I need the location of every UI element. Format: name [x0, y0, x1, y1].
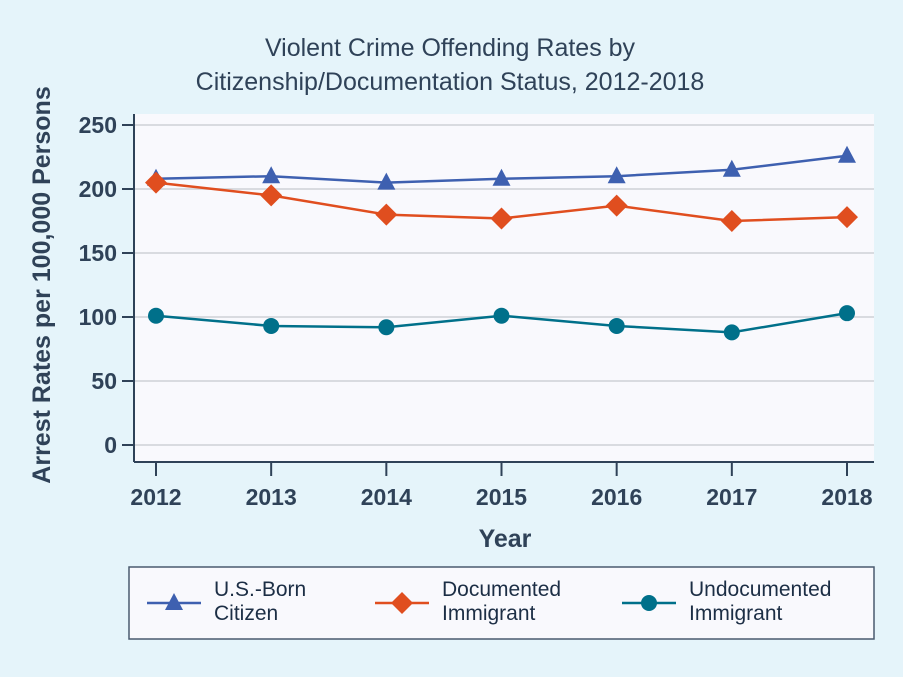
legend-marker-circle: [641, 595, 657, 611]
data-point-diamond: [260, 184, 283, 207]
data-point-circle: [608, 317, 625, 334]
x-tick-label: 2014: [361, 484, 412, 510]
data-point-diamond: [836, 206, 858, 229]
legend-label: Documented: [442, 578, 561, 601]
x-tick-label: 2016: [591, 484, 642, 510]
y-tick-label: 100: [79, 304, 117, 330]
data-point-circle: [378, 319, 395, 336]
y-axis-ticks: 0 50 100 150 200 250: [79, 112, 134, 458]
x-tick-label: 2012: [130, 484, 181, 510]
legend-marker-triangle: [165, 593, 183, 610]
data-point-circle: [839, 305, 855, 322]
data-point-circle: [723, 324, 740, 341]
data-point-diamond: [145, 171, 167, 194]
y-tick-label: 200: [79, 176, 117, 202]
x-tick-label: 2015: [476, 484, 527, 510]
y-tick-label: 0: [104, 432, 117, 458]
chart-title-line-1: Violent Crime Offending Rates by: [265, 34, 636, 62]
plot-area: [134, 114, 874, 462]
axes: [133, 114, 874, 463]
chart-title: Violent Crime Offending Rates by Citizen…: [196, 34, 705, 96]
y-tick-label: 50: [91, 368, 117, 394]
data-point-triangle: [607, 166, 626, 184]
x-tick-label: 2013: [246, 484, 297, 510]
legend-box: [128, 566, 875, 640]
legend: U.S.-BornCitizenDocumentedImmigrantUndoc…: [128, 566, 875, 640]
series-circle: [148, 305, 855, 341]
chart-title-line-2: Citizenship/Documentation Status, 2012-2…: [196, 68, 705, 96]
legend-marker-diamond: [391, 592, 413, 614]
y-tick-label: 150: [79, 240, 117, 266]
data-point-diamond: [720, 210, 743, 232]
y-tick-label: 250: [79, 112, 117, 138]
data-point-circle: [148, 307, 164, 324]
x-axis-title: Year: [479, 525, 532, 553]
x-tick-label: 2018: [821, 484, 872, 510]
data-point-triangle: [838, 145, 856, 163]
series-triangle: [147, 145, 856, 190]
x-tick-label: 2017: [706, 484, 757, 510]
data-point-circle: [263, 317, 280, 334]
data-point-triangle: [262, 166, 281, 184]
series-diamond: [145, 171, 858, 232]
data-point-diamond: [490, 207, 513, 230]
legend-label: Undocumented: [689, 578, 831, 601]
legend-label: Citizen: [214, 602, 278, 625]
legend-label: U.S.-Born: [214, 578, 306, 601]
data-point-diamond: [375, 203, 398, 226]
legend-label: Immigrant: [442, 602, 536, 625]
x-axis-ticks: 2012 2013 2014 2015 2016 2017 2018: [130, 462, 873, 510]
data-point-triangle: [377, 172, 396, 190]
legend-label: Immigrant: [689, 602, 783, 625]
data-point-circle: [493, 307, 510, 324]
data-series: [145, 145, 858, 341]
data-point-triangle: [722, 159, 741, 177]
data-point-diamond: [605, 194, 628, 217]
y-axis-title: Arrest Rates per 100,000 Persons: [28, 86, 56, 483]
data-point-triangle: [492, 168, 511, 186]
